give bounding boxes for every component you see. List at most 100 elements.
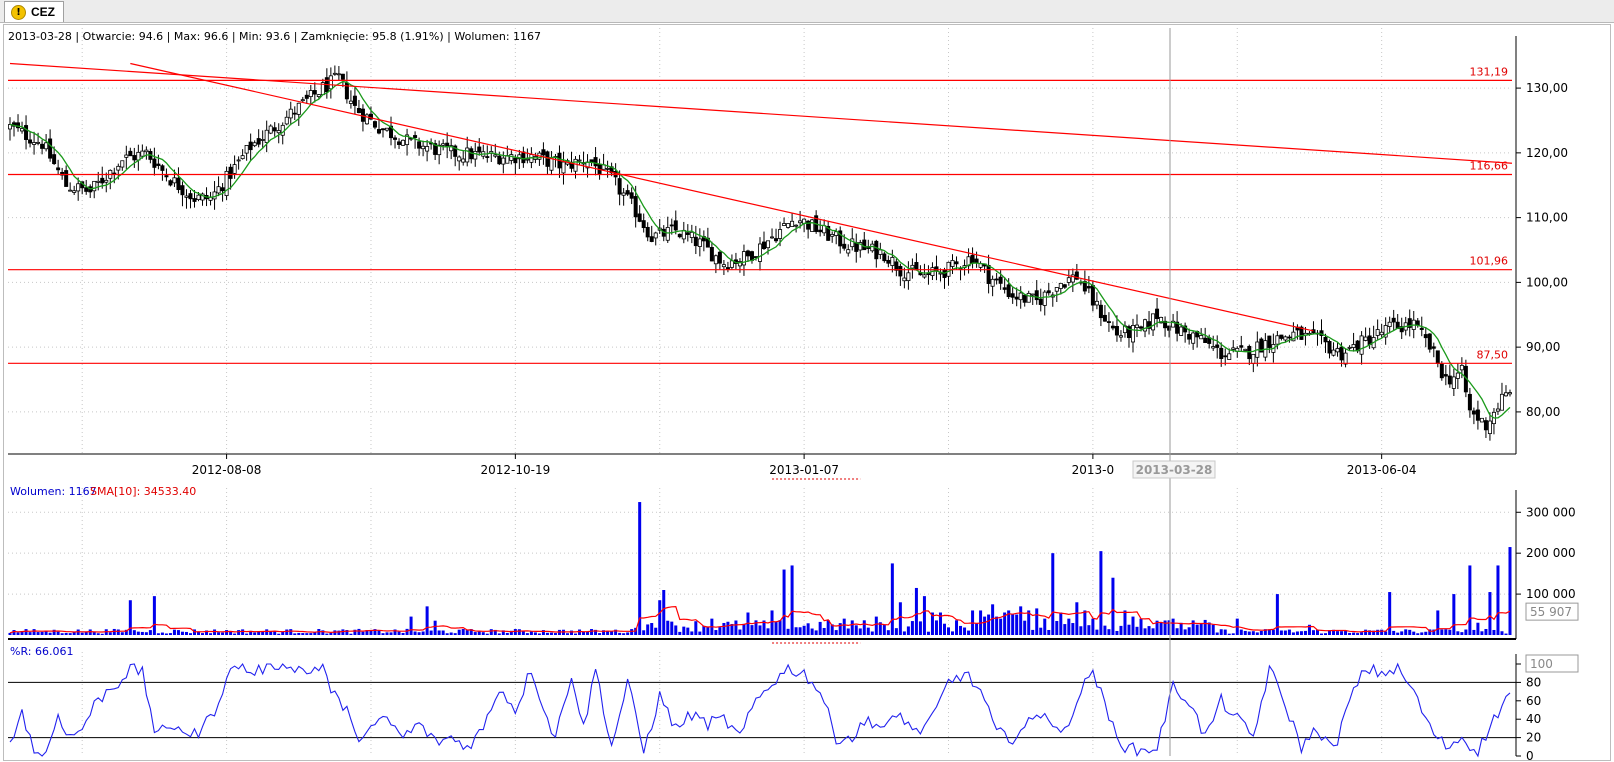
volume-bar <box>1408 629 1412 635</box>
candle-body <box>906 272 911 282</box>
candle-body <box>1098 304 1103 319</box>
candle-body <box>104 179 109 183</box>
volume-bar <box>930 612 934 635</box>
volume-bar <box>1496 565 1500 635</box>
volume-bar <box>1011 614 1015 635</box>
volume-bar <box>225 630 229 635</box>
volume-bar <box>124 629 128 635</box>
candle-body <box>421 145 426 150</box>
volume-bar <box>1151 628 1155 635</box>
candle-body <box>1335 348 1340 353</box>
candle-body <box>1291 331 1296 342</box>
candle-body <box>1054 287 1059 292</box>
candle-body <box>818 229 823 233</box>
volume-bar <box>1075 602 1079 635</box>
candle-body <box>774 238 779 242</box>
volume-bar <box>906 626 910 635</box>
price-x-tick-label: 2013-0 <box>1072 463 1115 477</box>
candle-body <box>1211 346 1216 349</box>
candle-body <box>28 139 33 144</box>
volume-y-tick-label: 300 000 <box>1526 505 1576 519</box>
candle-body <box>220 187 225 192</box>
candle-body <box>1443 374 1448 377</box>
candle-body <box>1038 298 1043 305</box>
candle-body <box>577 159 582 162</box>
volume-bar <box>750 625 754 635</box>
volume-bar <box>233 633 237 635</box>
candle-body <box>144 149 149 153</box>
williams-r-panel[interactable]: 100806040200 <box>8 654 1549 762</box>
candle-body <box>124 154 129 158</box>
volume-bar <box>1211 624 1215 635</box>
candle-body <box>1311 329 1316 334</box>
volume-bar <box>293 633 297 635</box>
volume-bar <box>148 630 152 635</box>
candle-body <box>68 189 73 192</box>
candle-body <box>1415 320 1420 326</box>
candle-body <box>729 260 734 268</box>
volume-bar <box>357 628 361 635</box>
candle-body <box>340 73 345 80</box>
candle-body <box>1503 392 1508 397</box>
candle-body <box>1002 287 1007 290</box>
candle-body <box>96 180 101 183</box>
candle-body <box>224 170 229 196</box>
volume-bar <box>12 630 16 635</box>
volume-bar <box>818 621 822 635</box>
volume-bar <box>425 606 429 635</box>
volume-bar <box>814 630 818 635</box>
volume-bar <box>1035 608 1039 635</box>
volume-bar <box>690 631 694 635</box>
candle-body <box>1030 293 1035 296</box>
candle-body <box>160 165 165 171</box>
volume-bar <box>257 631 261 635</box>
candle-body <box>786 223 791 228</box>
volume-bar <box>983 616 987 635</box>
candle-body <box>116 165 121 171</box>
volume-bar <box>164 633 168 635</box>
tab-cez[interactable]: ! CEZ <box>4 1 64 22</box>
volume-bar <box>1480 631 1484 635</box>
volume-panel[interactable]: 300 000 200 000 100 000 <box>8 490 1576 640</box>
volume-bar <box>1348 632 1352 635</box>
volume-bar <box>714 630 718 635</box>
volume-bar <box>341 629 345 635</box>
candle-body <box>348 100 353 104</box>
volume-bar <box>1167 620 1171 635</box>
candle-body <box>617 178 622 195</box>
candle-body <box>1359 335 1364 355</box>
volume-bar <box>722 622 726 635</box>
candle-body <box>938 272 943 275</box>
volume-bar <box>449 632 453 635</box>
volume-bar <box>951 631 955 635</box>
candle-body <box>1090 285 1095 306</box>
candle-body <box>846 249 851 254</box>
price-panel[interactable]: 130,00 120,00 110,00 100,00 90,00 80,00 2012-0… <box>8 36 1568 477</box>
candle-body <box>653 232 658 239</box>
volume-bar <box>497 633 501 635</box>
volume-bar <box>686 627 690 635</box>
volume-bar <box>369 630 373 635</box>
candle-body <box>770 236 775 239</box>
candle-body <box>910 264 915 269</box>
candle-body <box>782 223 787 226</box>
candle-body <box>264 129 269 143</box>
candle-body <box>1391 317 1396 323</box>
volume-bar <box>469 629 473 635</box>
tab-bar: ! CEZ <box>0 0 1614 23</box>
volume-bar <box>40 631 44 635</box>
volume-bar <box>694 621 698 635</box>
price-y-tick-label: 80,00 <box>1526 405 1560 419</box>
volume-bar <box>120 632 124 635</box>
volume-bar <box>1147 626 1151 635</box>
candle-body <box>673 220 678 231</box>
candle-body <box>826 225 831 241</box>
volume-bar <box>1299 631 1303 635</box>
level-label: 131,19 <box>1470 65 1509 78</box>
level-label: 101,96 <box>1470 255 1509 268</box>
volume-bar <box>52 629 56 635</box>
volume-bar <box>245 633 249 635</box>
candle-body <box>1299 326 1304 340</box>
volume-bar <box>1267 629 1271 635</box>
